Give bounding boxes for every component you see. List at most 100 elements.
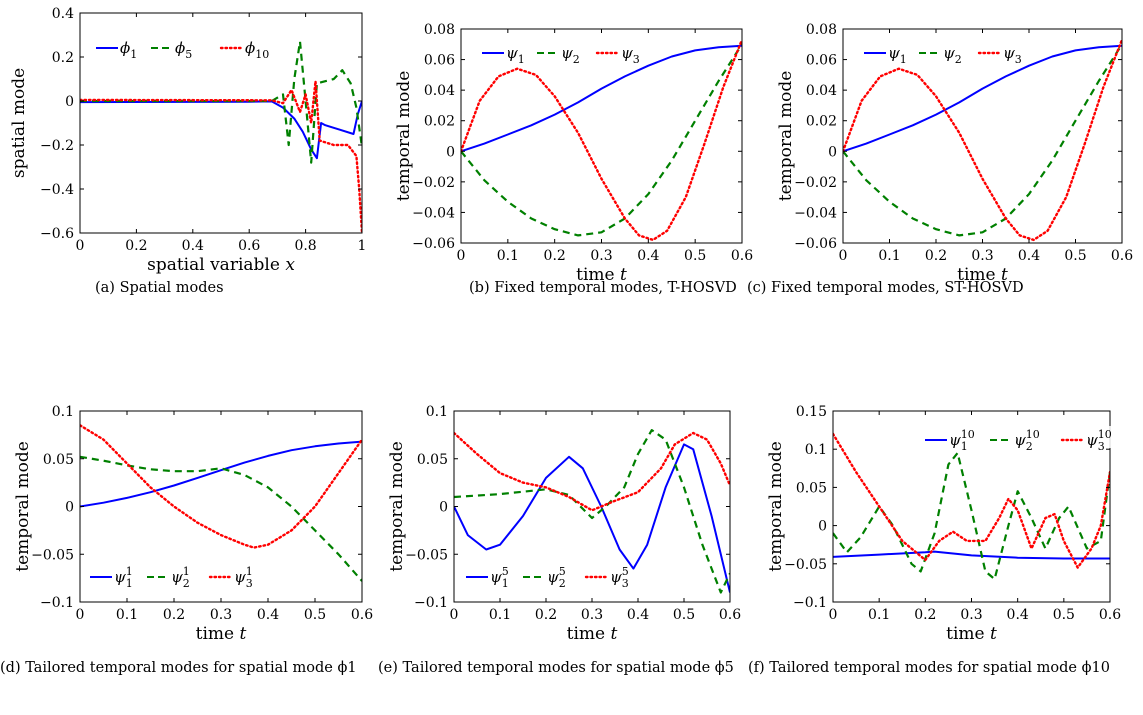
- x-tick-label: 0.4: [1007, 607, 1029, 623]
- x-tick-label: 0.4: [637, 248, 659, 264]
- y-tick-label: −0.4: [40, 182, 74, 198]
- legend-entry: ψ1: [506, 44, 525, 66]
- chart-panel-5: 0 0.1 0.2 0.3 0.4 0.5 0.6 −0.1 −0.05 0 0.05 0.1 time…: [387, 404, 741, 644]
- y-tick-label: 0.2: [52, 50, 74, 66]
- y-tick-label: −0.1: [793, 595, 827, 611]
- x-tick-label: 0.4: [1018, 248, 1040, 264]
- x-axis-label: time t: [957, 265, 1008, 285]
- legend-entry: ψ310: [1086, 428, 1112, 453]
- series-line-2-3: [461, 38, 742, 242]
- series-line-2-1: [461, 44, 742, 153]
- legend-entry: ψ11: [114, 565, 133, 590]
- series-line-4-1: [80, 440, 362, 508]
- y-tick-label: 0.08: [806, 22, 837, 38]
- series-line-3-2: [843, 43, 1122, 237]
- y-tick-label: −0.05: [784, 557, 827, 573]
- x-axis-label: time t: [946, 624, 997, 644]
- x-tick-label: 0.1: [868, 607, 890, 623]
- series-line-6-1: [833, 550, 1110, 560]
- y-tick-label: 0.1: [426, 404, 448, 420]
- x-tick-label: 0.6: [719, 607, 741, 623]
- y-tick-label: 0: [65, 94, 74, 110]
- panel-caption: (d) Tailored temporal modes for spatial …: [0, 660, 357, 676]
- x-tick-label: 0.4: [257, 607, 279, 623]
- x-tick-label: 0.6: [351, 607, 373, 623]
- panel-caption: (e) Tailored temporal modes for spatial …: [378, 660, 734, 676]
- legend-entry: ϕ10: [245, 39, 269, 61]
- y-tick-label: −0.05: [405, 547, 448, 563]
- x-tick-label: 0.1: [497, 248, 519, 264]
- y-tick-label: 0: [439, 500, 448, 516]
- series-line-4-3: [80, 424, 362, 549]
- y-tick-label: 0.06: [424, 53, 455, 69]
- y-axis-label: temporal mode: [13, 441, 33, 572]
- y-tick-label: 0.05: [43, 452, 74, 468]
- series-line-1-2: [80, 40, 362, 164]
- legend-entry: ψ110: [949, 428, 975, 453]
- legend: ψ110 ψ210 ψ310: [921, 426, 1112, 453]
- series-line-1-3: [80, 80, 362, 233]
- x-tick-label: 0.2: [163, 607, 185, 623]
- series-line-6-3: [833, 432, 1110, 569]
- legend-entry: ψ21: [171, 565, 190, 590]
- y-tick-label: 0: [818, 519, 827, 535]
- x-tick-label: 0.3: [960, 607, 982, 623]
- panel-caption: (c) Fixed temporal modes, ST-HOSVD: [747, 280, 1024, 296]
- x-axis-label: time t: [576, 265, 627, 285]
- x-tick-label: 0.5: [304, 607, 326, 623]
- y-tick-label: 0.4: [52, 6, 74, 22]
- y-axis-label: temporal mode: [387, 441, 407, 572]
- x-tick-label: 0.2: [535, 607, 557, 623]
- chart-panel-1: 0 0.2 0.4 0.6 0.8 1−0.6−0.4−0.200.20.4spatial…: [9, 6, 366, 275]
- chart-panel-3: 0 0.1 0.2 0.3 0.4 0.5 0.6 −0.06 −0.04 −0.02 0 0.02 0…: [776, 22, 1133, 285]
- panel-caption: (b) Fixed temporal modes, T-HOSVD: [469, 280, 737, 296]
- y-tick-label: 0.15: [796, 404, 827, 420]
- x-tick-label: 0.5: [673, 607, 695, 623]
- series-line-6-2: [833, 451, 1110, 581]
- y-axis-label: spatial mode: [9, 68, 29, 178]
- panel-caption: (a) Spatial modes: [95, 280, 224, 296]
- x-tick-label: 0.4: [627, 607, 649, 623]
- x-tick-label: 0.8: [294, 238, 316, 254]
- y-tick-label: 0.1: [805, 442, 827, 458]
- y-tick-label: −0.04: [794, 205, 837, 221]
- y-tick-label: 0.02: [424, 114, 455, 130]
- panel-caption: (f) Tailored temporal modes for spatial …: [748, 660, 1110, 676]
- y-tick-label: −0.02: [412, 175, 455, 191]
- series-line-2-2: [461, 43, 742, 237]
- series-line-3-1: [843, 44, 1122, 153]
- y-tick-label: 0.05: [417, 452, 448, 468]
- series-line-5-3: [454, 431, 730, 512]
- y-tick-label: 0.02: [806, 114, 837, 130]
- y-tick-label: 0.1: [52, 404, 74, 420]
- y-axis-label: temporal mode: [776, 71, 796, 202]
- x-tick-label: 0.1: [489, 607, 511, 623]
- legend-entry: ψ210: [1014, 428, 1040, 453]
- series-line-1-1: [80, 100, 362, 160]
- axes-box: [79, 12, 363, 234]
- legend-entry: ψ35: [610, 565, 629, 590]
- x-tick-label: 0.3: [581, 607, 603, 623]
- x-tick-label: 0.5: [1064, 248, 1086, 264]
- series-line-4-2: [80, 455, 362, 582]
- x-tick-label: 0: [76, 238, 85, 254]
- x-tick-label: 0.3: [590, 248, 612, 264]
- legend: ψ11 ψ21 ψ31: [86, 563, 253, 590]
- y-axis-label: temporal mode: [766, 441, 786, 572]
- x-tick-label: 0.4: [182, 238, 204, 254]
- y-tick-label: −0.06: [412, 236, 455, 252]
- legend-entry: ϕ5: [175, 39, 192, 61]
- x-tick-label: 0.3: [210, 607, 232, 623]
- x-axis-label: time t: [196, 624, 247, 644]
- x-tick-label: 0: [829, 607, 838, 623]
- legend-entry: ψ15: [490, 565, 509, 590]
- y-tick-label: 0: [828, 144, 837, 160]
- legend-entry: ψ31: [234, 565, 253, 590]
- legend-entry: ψ3: [1003, 44, 1022, 66]
- y-tick-label: −0.6: [40, 226, 74, 242]
- x-tick-label: 0.1: [116, 607, 138, 623]
- x-tick-label: 0.1: [878, 248, 900, 264]
- x-axis-label: time t: [567, 624, 618, 644]
- legend-entry: ψ2: [561, 44, 580, 66]
